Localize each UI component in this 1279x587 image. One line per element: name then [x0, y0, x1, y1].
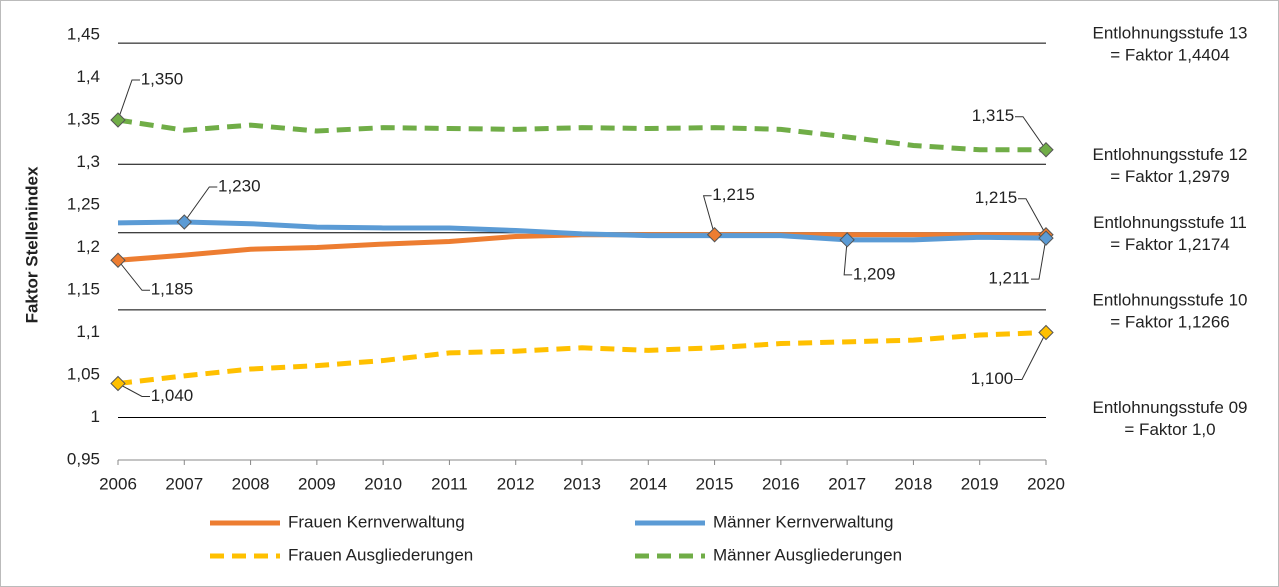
y-tick-label: 1,35 [67, 109, 100, 128]
x-tick-label: 2012 [497, 474, 535, 493]
data-label: 1,211 [988, 269, 1029, 288]
y-tick-label: 1,45 [67, 24, 100, 43]
leader-line [117, 383, 150, 397]
series-line [117, 219, 1047, 243]
reference-label: = Faktor 1,2174 [1110, 235, 1230, 254]
y-tick-label: 1,25 [67, 194, 100, 213]
legend-label: Männer Ausgliederungen [713, 545, 902, 564]
reference-label: = Faktor 1,2979 [1110, 167, 1230, 186]
y-axis-title: Faktor Stellenindex [22, 166, 41, 323]
y-tick-label: 1,05 [67, 364, 100, 383]
y-tick-label: 1,2 [76, 237, 100, 256]
data-label: 1,315 [972, 106, 1015, 125]
x-tick-label: 2007 [165, 474, 203, 493]
y-tick-label: 1,15 [67, 279, 100, 298]
reference-label: = Faktor 1,0 [1124, 420, 1215, 439]
x-tick-label: 2017 [828, 474, 866, 493]
data-point [110, 252, 126, 268]
leader-line [1031, 238, 1047, 280]
data-label: 1,100 [971, 369, 1014, 388]
y-tick-label: 0,95 [67, 449, 100, 468]
leader-line [183, 186, 218, 223]
data-label: 1,209 [853, 264, 896, 283]
x-tick-label: 2009 [298, 474, 336, 493]
reference-label: Entlohnungsstufe 11 [1093, 213, 1247, 232]
data-label: 1,230 [218, 176, 261, 195]
x-tick-label: 2020 [1027, 474, 1065, 493]
data-label: 1,215 [712, 185, 755, 204]
reference-label: = Faktor 1,1266 [1110, 312, 1230, 331]
data-point [110, 375, 126, 392]
data-point [110, 112, 126, 128]
x-tick-label: 2011 [431, 474, 468, 493]
x-tick-label: 2019 [961, 474, 999, 493]
x-tick-label: 2008 [232, 474, 270, 493]
data-label: 1,215 [975, 188, 1018, 207]
x-tick-label: 2016 [762, 474, 800, 493]
data-point [176, 214, 192, 230]
y-tick-label: 1,3 [76, 152, 100, 171]
reference-label: Entlohnungsstufe 09 [1092, 398, 1247, 417]
leader-line [117, 79, 140, 121]
leader-line [1014, 332, 1047, 380]
data-point [706, 227, 723, 243]
data-label: 1,040 [151, 386, 194, 405]
series-line [117, 330, 1047, 386]
y-tick-label: 1 [91, 407, 100, 426]
x-tick-label: 2015 [696, 474, 734, 493]
y-tick-label: 1,1 [76, 322, 100, 341]
legend-label: Frauen Kernverwaltung [288, 512, 465, 531]
leader-line [117, 259, 150, 291]
data-point [1038, 142, 1054, 158]
x-tick-label: 2013 [563, 474, 601, 493]
data-point [1038, 230, 1054, 246]
reference-label: = Faktor 1,4404 [1110, 46, 1230, 65]
leader-line [1018, 198, 1047, 235]
data-label: 1,185 [151, 280, 194, 299]
x-tick-label: 2006 [99, 474, 137, 493]
x-tick-label: 2014 [629, 474, 667, 493]
reference-label: Entlohnungsstufe 12 [1092, 145, 1247, 164]
x-tick-label: 2010 [364, 474, 402, 493]
data-label: 1,350 [141, 69, 184, 88]
x-tick-label: 2018 [895, 474, 933, 493]
data-point [839, 232, 855, 248]
leader-line [702, 195, 716, 235]
legend-label: Frauen Ausgliederungen [288, 545, 473, 564]
series-line [117, 117, 1046, 153]
y-tick-label: 1,4 [76, 67, 100, 86]
leader-line [843, 239, 853, 276]
reference-label: Entlohnungsstufe 10 [1092, 290, 1247, 309]
data-point [1038, 324, 1054, 341]
leader-line [1015, 116, 1047, 151]
reference-label: Entlohnungsstufe 13 [1092, 24, 1247, 43]
legend-label: Männer Kernverwaltung [713, 512, 893, 531]
